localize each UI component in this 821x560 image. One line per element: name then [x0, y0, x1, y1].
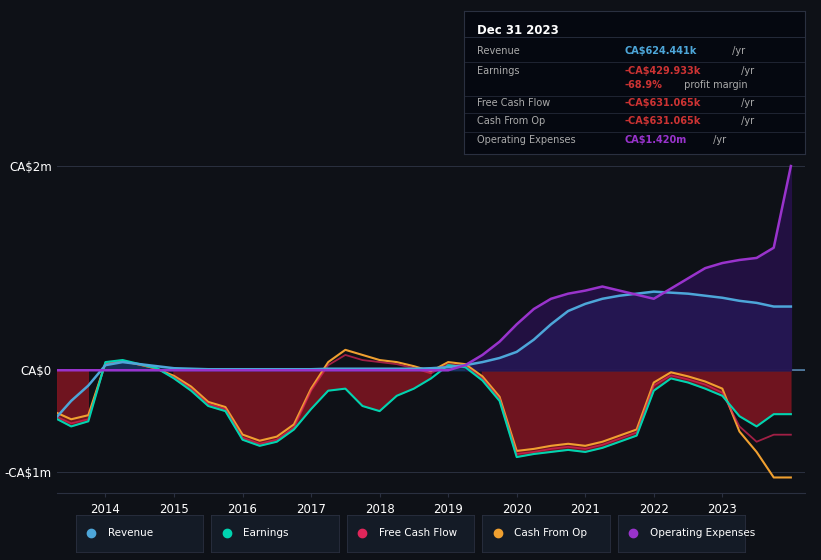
Text: Dec 31 2023: Dec 31 2023 [478, 24, 559, 37]
Text: Revenue: Revenue [478, 46, 521, 56]
Text: profit margin: profit margin [681, 81, 748, 91]
Text: -CA$631.065k: -CA$631.065k [624, 116, 700, 126]
Text: Earnings: Earnings [243, 529, 289, 538]
Text: Revenue: Revenue [108, 529, 153, 538]
Text: Free Cash Flow: Free Cash Flow [378, 529, 456, 538]
Text: -CA$631.065k: -CA$631.065k [624, 97, 700, 108]
Text: /yr: /yr [729, 46, 745, 56]
Text: Operating Expenses: Operating Expenses [649, 529, 754, 538]
Text: Free Cash Flow: Free Cash Flow [478, 97, 551, 108]
Text: Operating Expenses: Operating Expenses [478, 135, 576, 144]
Text: Cash From Op: Cash From Op [514, 529, 587, 538]
Text: Earnings: Earnings [478, 66, 520, 76]
Text: CA$624.441k: CA$624.441k [624, 46, 696, 56]
Text: -68.9%: -68.9% [624, 81, 662, 91]
Text: Cash From Op: Cash From Op [478, 116, 546, 126]
Text: /yr: /yr [738, 66, 754, 76]
Text: /yr: /yr [710, 135, 726, 144]
Text: /yr: /yr [738, 116, 754, 126]
Text: /yr: /yr [738, 97, 754, 108]
Text: CA$1.420m: CA$1.420m [624, 135, 686, 144]
Text: -CA$429.933k: -CA$429.933k [624, 66, 700, 76]
